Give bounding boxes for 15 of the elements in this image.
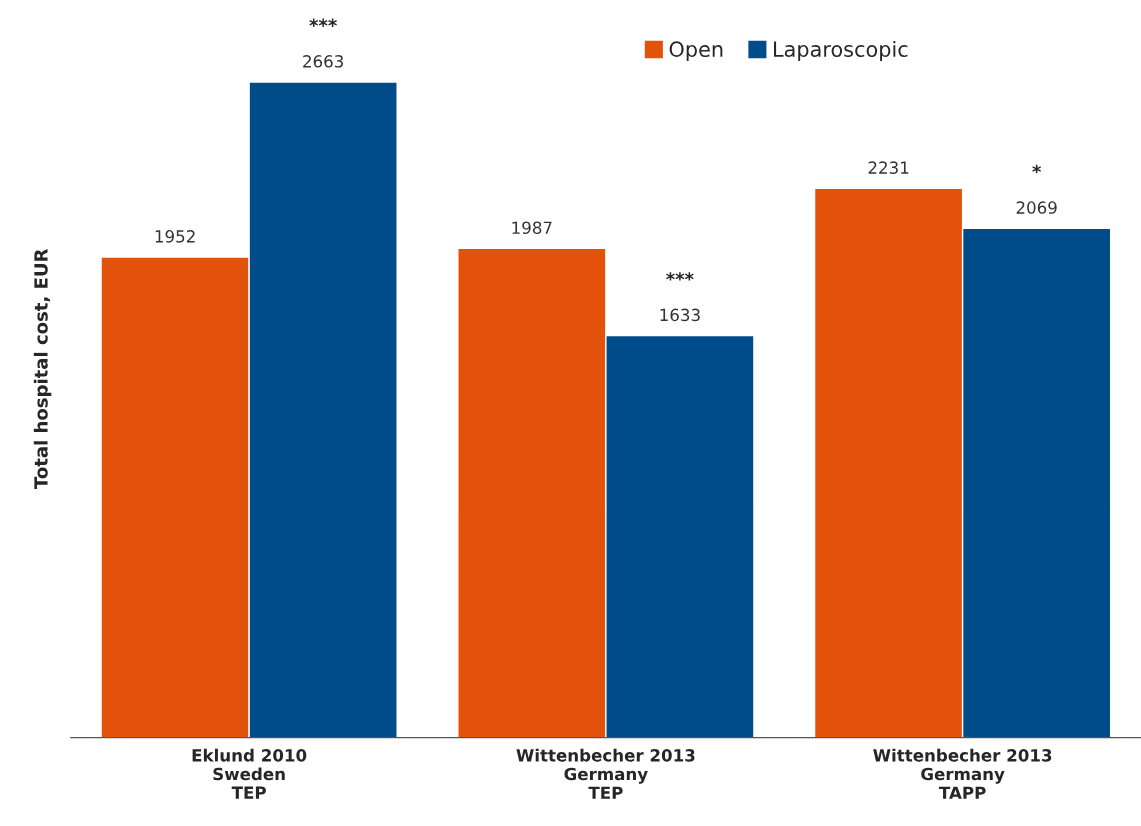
data-label: 2069 <box>1016 201 1057 214</box>
data-label: 1987 <box>512 221 552 235</box>
x-tick-label: Wittenbecher 2013 Germany TAPP <box>873 748 1052 799</box>
legend-label: Open <box>669 41 723 62</box>
legend-label: Laparoscopic <box>774 40 908 62</box>
data-label: 2663 <box>303 55 344 68</box>
data-label: 1952 <box>155 230 195 243</box>
text: *** <box>309 18 337 27</box>
data-label: 2231 <box>868 161 909 174</box>
x-tick-label: Wittenbecher 2013 Germany TEP <box>516 748 695 799</box>
annotation: *** <box>666 272 694 281</box>
data-label: 1633 <box>660 308 700 322</box>
x-tick-label: Eklund 2010 Sweden TEP <box>192 748 307 799</box>
annotation: * <box>1032 164 1042 174</box>
y-axis-title: Total hospital cost, EUR <box>33 248 52 489</box>
